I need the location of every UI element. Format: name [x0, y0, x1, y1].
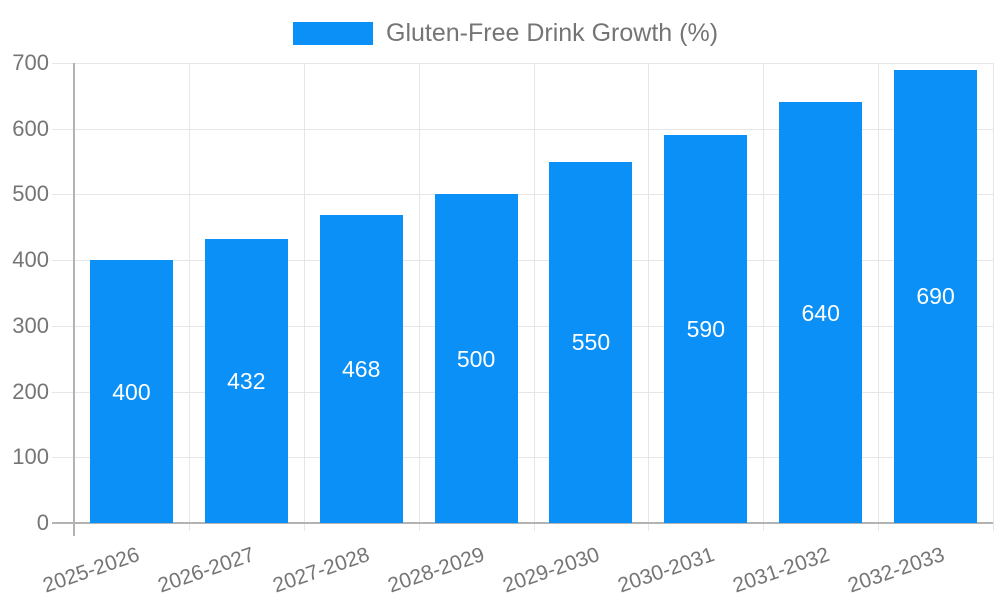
bar-value-label: 400 [112, 378, 151, 405]
bar-2032-2033[interactable] [894, 69, 978, 523]
gridline-vertical [418, 63, 420, 531]
bar-2030-2031[interactable] [664, 135, 748, 523]
gridline-vertical [533, 63, 535, 531]
x-axis-line [74, 522, 993, 524]
bar-value-label: 550 [571, 329, 611, 356]
y-axis-tick [52, 128, 74, 130]
bar-value-label: 640 [801, 299, 840, 326]
gridline-vertical [763, 63, 765, 531]
bar-2025-2026[interactable] [89, 260, 173, 523]
bar-2027-2028[interactable] [319, 215, 403, 523]
y-axis-tick [52, 522, 74, 524]
bar-2031-2032[interactable] [779, 102, 863, 523]
y-axis-tick [52, 457, 74, 459]
y-axis-tick [52, 260, 74, 262]
y-axis-line [73, 63, 75, 536]
y-axis-tick-label: 600 [12, 115, 49, 141]
y-axis-tick-label: 500 [12, 181, 49, 207]
bar-2029-2030[interactable] [549, 161, 633, 523]
bar-value-label: 690 [916, 283, 955, 310]
y-axis-tick [52, 391, 74, 393]
gridline-vertical [993, 63, 994, 531]
bar-2028-2029[interactable] [434, 194, 518, 523]
bar-value-label: 432 [227, 368, 266, 395]
y-axis-tick-label: 200 [12, 378, 49, 404]
legend-color-swatch [293, 21, 373, 45]
y-axis-tick-label: 700 [12, 50, 49, 75]
y-axis-tick [52, 325, 74, 327]
y-axis-tick-label: 0 [36, 510, 49, 535]
gridline-vertical [648, 63, 650, 531]
bar-value-label: 590 [686, 316, 725, 343]
bar-value-label: 500 [456, 345, 496, 372]
gridline-vertical [878, 63, 880, 531]
legend-label: Gluten-Free Drink Growth (%) [386, 19, 719, 47]
legend-item[interactable]: Gluten-Free Drink Growth (%) [293, 19, 718, 47]
gridline-vertical [303, 63, 305, 531]
bar-value-label: 468 [342, 356, 381, 383]
y-axis-tick-label: 100 [12, 444, 49, 470]
gridline-vertical [188, 63, 190, 531]
y-axis-tick [52, 63, 74, 64]
y-axis-tick-label: 300 [12, 312, 49, 338]
y-axis-tick [52, 194, 74, 196]
y-axis-tick-label: 400 [12, 247, 49, 273]
bar-2026-2027[interactable] [204, 239, 288, 523]
